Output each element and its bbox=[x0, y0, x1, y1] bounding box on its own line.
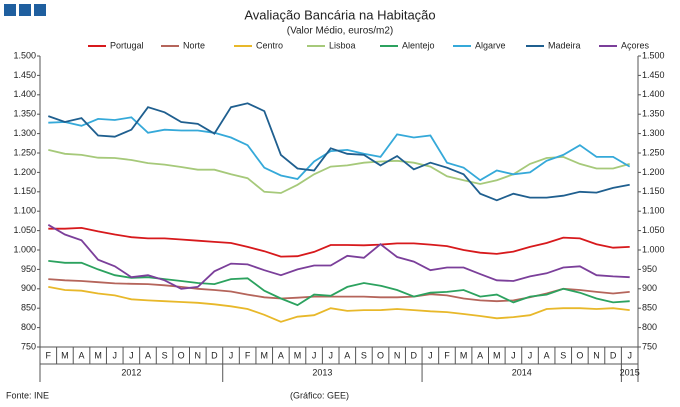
chart-title: Avaliação Bancária na Habitação bbox=[244, 7, 435, 22]
y-tick-label: 1.250 bbox=[13, 147, 36, 157]
year-label: 2013 bbox=[312, 367, 332, 377]
x-tick-label: A bbox=[145, 350, 151, 360]
x-tick-label: D bbox=[211, 350, 218, 360]
credit: (Gráfico: GEE) bbox=[290, 390, 349, 400]
y-tick-label: 800 bbox=[21, 322, 36, 332]
y2-tick-label: 1.050 bbox=[642, 225, 665, 235]
y2-tick-label: 1.250 bbox=[642, 147, 665, 157]
series-line bbox=[48, 260, 630, 307]
x-tick-label: N bbox=[593, 350, 600, 360]
y2-tick-label: 950 bbox=[642, 264, 657, 274]
y-tick-label: 900 bbox=[21, 283, 36, 293]
year-label: 2015 bbox=[620, 367, 640, 377]
y2-tick-label: 800 bbox=[642, 322, 657, 332]
y-tick-label: 1.300 bbox=[13, 128, 36, 138]
y2-tick-label: 1.300 bbox=[642, 128, 665, 138]
y-tick-label: 1.000 bbox=[13, 244, 36, 254]
x-tick-label: M bbox=[294, 350, 302, 360]
x-tick-label: J bbox=[129, 350, 134, 360]
y2-tick-label: 1.500 bbox=[642, 50, 665, 60]
x-tick-label: O bbox=[377, 350, 384, 360]
y2-tick-label: 1.450 bbox=[642, 70, 665, 80]
y-tick-label: 1.050 bbox=[13, 225, 36, 235]
x-tick-label: M bbox=[493, 350, 501, 360]
x-tick-label: A bbox=[544, 350, 550, 360]
series-line bbox=[48, 286, 630, 323]
series-line bbox=[47, 224, 630, 290]
series-line bbox=[48, 149, 630, 194]
y2-tick-label: 750 bbox=[642, 341, 657, 351]
y-tick-label: 1.400 bbox=[13, 89, 36, 99]
y2-tick-label: 1.200 bbox=[642, 167, 665, 177]
x-tick-label: J bbox=[312, 350, 317, 360]
x-tick-label: S bbox=[361, 350, 367, 360]
y-tick-label: 1.500 bbox=[13, 50, 36, 60]
x-tick-label: M bbox=[460, 350, 468, 360]
x-tick-label: O bbox=[576, 350, 583, 360]
y2-tick-label: 850 bbox=[642, 303, 657, 313]
legend-label: Açores bbox=[621, 40, 650, 50]
y2-tick-label: 900 bbox=[642, 283, 657, 293]
series-line bbox=[48, 116, 631, 182]
x-tick-label: J bbox=[428, 350, 433, 360]
y2-tick-label: 1.350 bbox=[642, 109, 665, 119]
x-tick-label: F bbox=[245, 350, 251, 360]
y2-tick-label: 1.400 bbox=[642, 89, 665, 99]
x-tick-label: M bbox=[94, 350, 102, 360]
y2-tick-label: 1.100 bbox=[642, 206, 665, 216]
x-tick-label: M bbox=[261, 350, 269, 360]
legend-label: Lisboa bbox=[329, 40, 356, 50]
x-tick-label: S bbox=[162, 350, 168, 360]
x-tick-label: F bbox=[444, 350, 450, 360]
legend-label: Portugal bbox=[110, 40, 144, 50]
x-tick-label: S bbox=[560, 350, 566, 360]
y-tick-label: 1.150 bbox=[13, 186, 36, 196]
x-tick-label: J bbox=[229, 350, 234, 360]
x-tick-label: M bbox=[61, 350, 69, 360]
series-line bbox=[48, 278, 630, 303]
x-tick-label: J bbox=[627, 350, 632, 360]
x-tick-label: A bbox=[278, 350, 284, 360]
x-tick-label: O bbox=[178, 350, 185, 360]
y-tick-label: 1.350 bbox=[13, 109, 36, 119]
x-tick-label: D bbox=[610, 350, 617, 360]
x-tick-label: N bbox=[394, 350, 401, 360]
logo-square bbox=[19, 4, 31, 16]
y-tick-label: 1.200 bbox=[13, 167, 36, 177]
logo-square bbox=[34, 4, 46, 16]
logo-square bbox=[4, 4, 16, 16]
legend-label: Algarve bbox=[475, 40, 506, 50]
y2-tick-label: 1.000 bbox=[642, 244, 665, 254]
x-tick-label: F bbox=[46, 350, 52, 360]
chart-subtitle: (Valor Médio, euros/m2) bbox=[287, 26, 394, 37]
x-tick-label: D bbox=[411, 350, 418, 360]
x-tick-label: J bbox=[113, 350, 118, 360]
legend-label: Alentejo bbox=[402, 40, 435, 50]
year-label: 2014 bbox=[512, 367, 532, 377]
y-tick-label: 850 bbox=[21, 303, 36, 313]
source: Fonte: INE bbox=[6, 390, 49, 400]
series-line bbox=[48, 226, 630, 258]
legend-label: Norte bbox=[183, 40, 205, 50]
y-tick-label: 950 bbox=[21, 264, 36, 274]
y-tick-label: 750 bbox=[21, 341, 36, 351]
y-tick-label: 1.100 bbox=[13, 206, 36, 216]
x-tick-label: J bbox=[511, 350, 516, 360]
y-tick-label: 1.450 bbox=[13, 70, 36, 80]
legend-label: Madeira bbox=[548, 40, 581, 50]
series-line bbox=[47, 102, 630, 202]
year-label: 2012 bbox=[121, 367, 141, 377]
x-tick-label: J bbox=[328, 350, 333, 360]
x-tick-label: A bbox=[344, 350, 350, 360]
legend-label: Centro bbox=[256, 40, 283, 50]
x-tick-label: J bbox=[528, 350, 533, 360]
x-tick-label: A bbox=[79, 350, 85, 360]
x-tick-label: A bbox=[477, 350, 483, 360]
x-tick-label: N bbox=[195, 350, 202, 360]
y2-tick-label: 1.150 bbox=[642, 186, 665, 196]
